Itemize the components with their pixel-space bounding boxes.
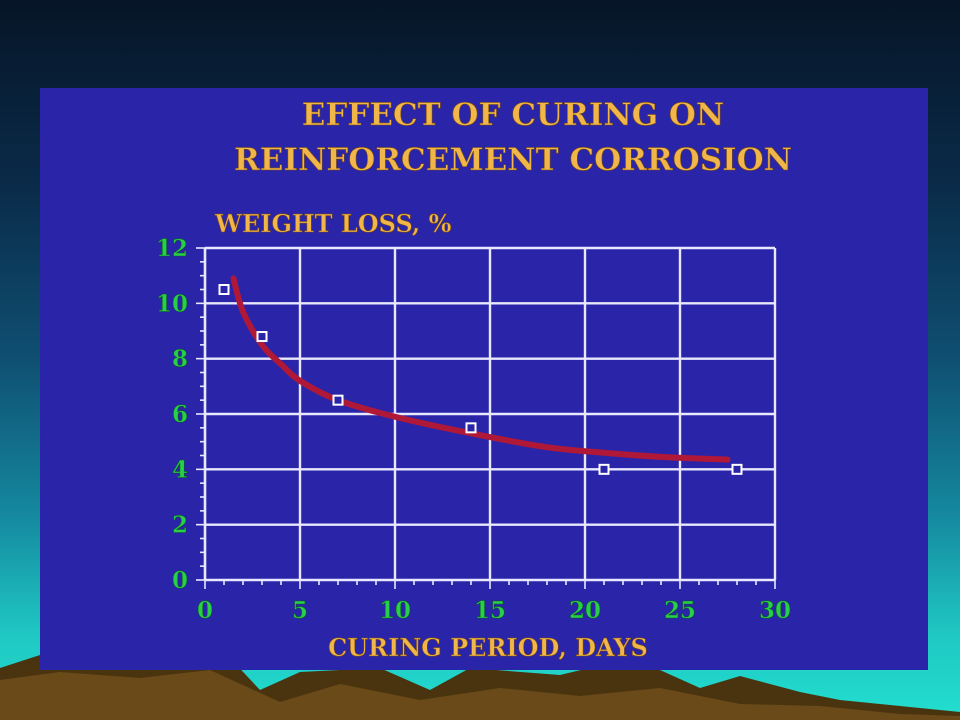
chart-panel: EFFECT OF CURING ON REINFORCEMENT CORROS… — [40, 88, 928, 670]
x-axis-label: CURING PERIOD, DAYS — [328, 633, 648, 662]
x-tick-label: 20 — [569, 597, 601, 624]
y-tick-label: 12 — [156, 235, 188, 262]
chart-subtitle: REINFORCEMENT CORROSION — [234, 142, 792, 178]
data-point — [598, 463, 610, 475]
y-tick-label: 8 — [172, 346, 188, 373]
x-tick-label: 0 — [197, 597, 213, 624]
x-tick-label: 30 — [759, 597, 791, 624]
data-point — [332, 394, 344, 406]
data-series — [218, 275, 743, 475]
x-tick-label: 25 — [664, 597, 696, 624]
grid — [205, 246, 777, 580]
y-tick-label: 10 — [156, 290, 188, 317]
x-tick-label: 10 — [379, 597, 411, 624]
y-tick-label: 0 — [172, 567, 188, 594]
mountain-ridge — [0, 670, 960, 720]
chart-title: EFFECT OF CURING ON — [302, 97, 725, 133]
data-point — [256, 331, 268, 343]
tick-labels: 0 5 10 15 20 25 30 0 2 4 6 8 10 12 — [156, 235, 792, 625]
data-point — [218, 284, 230, 295]
axes — [196, 247, 776, 589]
fit-curve — [230, 275, 731, 463]
data-point — [465, 422, 477, 434]
y-tick-label: 6 — [172, 401, 188, 428]
y-axis-label: WEIGHT LOSS, % — [214, 209, 452, 238]
x-tick-label: 5 — [292, 597, 308, 624]
chart: EFFECT OF CURING ON REINFORCEMENT CORROS… — [156, 97, 793, 663]
y-tick-label: 2 — [172, 512, 188, 539]
data-point — [731, 463, 743, 475]
x-tick-label: 15 — [474, 597, 506, 624]
y-tick-label: 4 — [172, 456, 188, 483]
